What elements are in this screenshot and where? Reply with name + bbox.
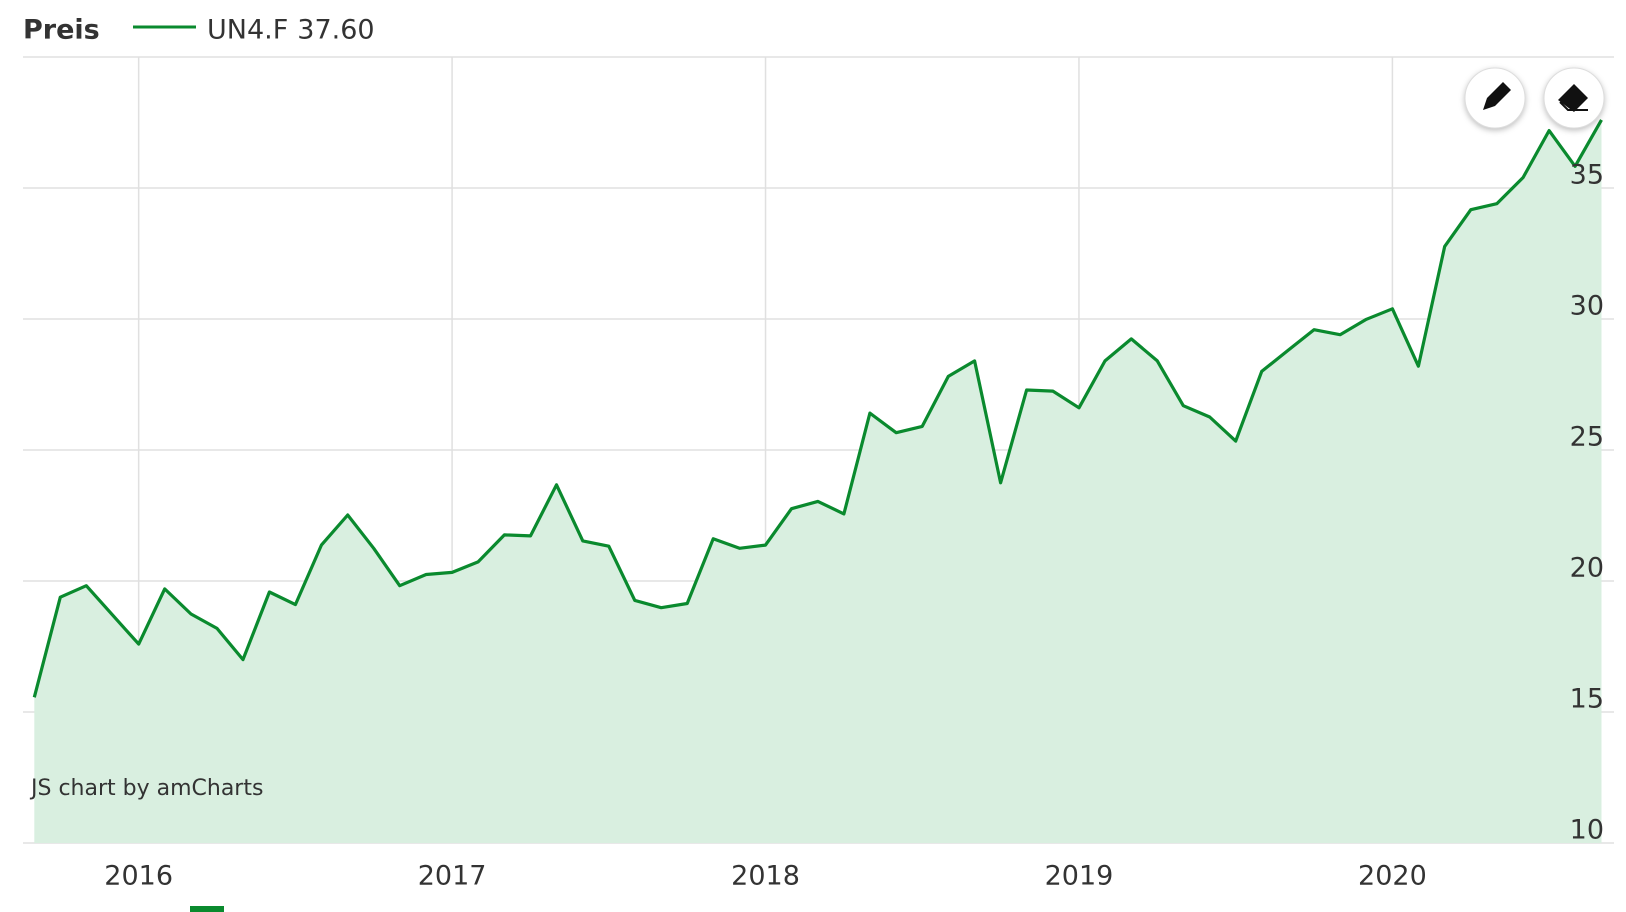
y-tick-label: 30: [1570, 291, 1604, 322]
watermark[interactable]: JS chart by amCharts: [29, 776, 263, 801]
legend-label: UN4.F: [207, 15, 288, 46]
y-tick-label: 10: [1570, 815, 1604, 846]
chart-title: Preis: [23, 15, 100, 46]
y-tick-label: 20: [1570, 553, 1604, 584]
x-tick-label: 2018: [731, 861, 800, 892]
erase-button[interactable]: [1543, 67, 1605, 129]
y-tick-label: 35: [1570, 160, 1604, 191]
legend-value: 37.60: [297, 15, 374, 46]
x-tick-label: 2017: [418, 861, 487, 892]
y-tick-label: 25: [1570, 422, 1604, 453]
price-line: [32, 119, 1603, 698]
y-tick-label: 15: [1570, 684, 1604, 715]
scrollbar-grip[interactable]: [190, 906, 224, 912]
plot-area: 2016 2017 2018 2019 2020 10 15 20 25 30 35: [23, 56, 1614, 892]
x-tick-label: 2020: [1358, 861, 1427, 892]
x-tick-label: 2016: [104, 861, 173, 892]
area-fill: [34, 119, 1602, 843]
x-tick-label: 2019: [1045, 861, 1114, 892]
draw-button[interactable]: [1464, 67, 1526, 129]
